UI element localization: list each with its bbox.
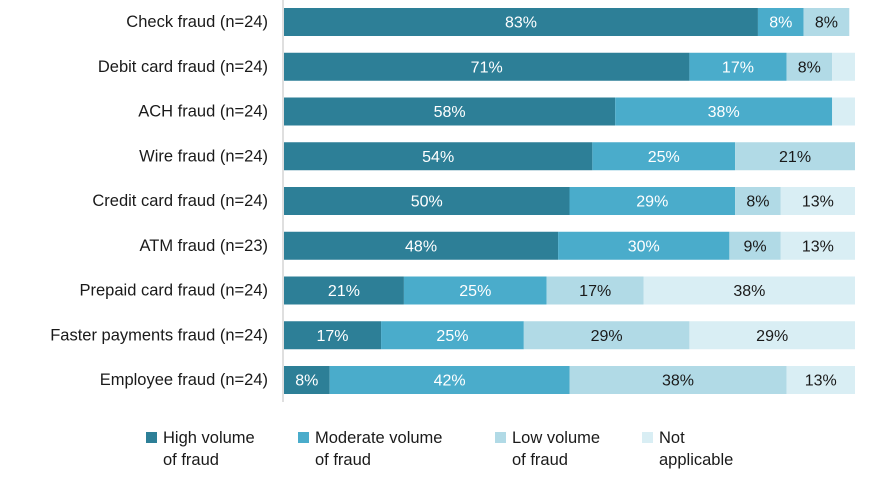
bar-credit-card-fraud-low-volume-of-fraud	[735, 187, 781, 215]
legend-item-low-volume: Low volume of fraud	[495, 427, 600, 471]
bar-employee-fraud-high-volume-of-fraud	[284, 366, 330, 394]
legend-label-not-applicable: Not applicable	[659, 429, 734, 469]
data-label-debit-card-fraud-high-volume-of-fraud: 71%	[471, 59, 503, 76]
data-label-check-fraud-high-volume-of-fraud: 83%	[505, 15, 537, 32]
category-label-employee-fraud: Employee fraud (n=24)	[100, 371, 268, 389]
bar-employee-fraud-not-applicable	[786, 366, 855, 394]
legend-label-low-volume: Low volume of fraud	[512, 429, 601, 469]
data-label-faster-payments-fraud-high-volume-of-fraud: 17%	[317, 328, 349, 345]
category-label-atm-fraud: ATM fraud (n=23)	[139, 237, 268, 255]
category-label-wire-fraud: Wire fraud (n=24)	[139, 147, 268, 165]
data-label-atm-fraud-moderate-volume-of-fraud: 30%	[628, 238, 660, 255]
bar-groups: Check fraud (n=24) 83% 8% 8% Debit card frau…	[50, 8, 855, 394]
data-label-wire-fraud-low-volume-of-fraud: 21%	[779, 149, 811, 166]
bar-prepaid-card-fraud-not-applicable	[643, 276, 855, 305]
bar-atm-fraud-high-volume-of-fraud	[284, 231, 559, 260]
data-label-atm-fraud-not-applicable: 13%	[802, 238, 834, 255]
data-label-ach-fraud-high-volume-of-fraud: 58%	[434, 104, 466, 121]
data-label-faster-payments-fraud-moderate-volume-of-fraud: 25%	[436, 328, 468, 345]
bar-wire-fraud-high-volume-of-fraud	[284, 142, 593, 171]
bar-atm-fraud-moderate-volume-of-fraud	[558, 231, 730, 260]
legend-item-moderate-volume: Moderate volume of fraud	[298, 427, 442, 471]
bar-check-fraud-low-volume-of-fraud	[803, 8, 850, 36]
data-label-credit-card-fraud-low-volume-of-fraud: 8%	[746, 194, 769, 211]
data-label-prepaid-card-fraud-high-volume-of-fraud: 21%	[328, 283, 360, 300]
bar-faster-payments-fraud-high-volume-of-fraud	[284, 321, 382, 350]
data-label-prepaid-card-fraud-moderate-volume-of-fraud: 25%	[459, 283, 491, 300]
bar-prepaid-card-fraud-low-volume-of-fraud	[546, 276, 644, 305]
data-label-ach-fraud-moderate-volume-of-fraud: 38%	[708, 104, 740, 121]
bar-debit-card-fraud-high-volume-of-fraud	[284, 52, 690, 81]
data-label-check-fraud-low-volume-of-fraud: 8%	[815, 15, 838, 32]
data-label-employee-fraud-not-applicable: 13%	[805, 373, 837, 390]
bar-debit-card-fraud-not-applicable	[832, 52, 855, 81]
data-label-credit-card-fraud-high-volume-of-fraud: 50%	[411, 194, 443, 211]
data-label-employee-fraud-low-volume-of-fraud: 38%	[662, 373, 694, 390]
data-label-faster-payments-fraud-not-applicable: 29%	[756, 328, 788, 345]
category-label-credit-card-fraud: Credit card fraud (n=24)	[92, 192, 268, 210]
legend-swatch-not-applicable	[642, 432, 653, 443]
data-label-debit-card-fraud-low-volume-of-fraud: 8%	[798, 59, 821, 76]
bar-atm-fraud-low-volume-of-fraud	[729, 231, 781, 260]
category-label-debit-card-fraud: Debit card fraud (n=24)	[98, 58, 268, 76]
bar-wire-fraud-moderate-volume-of-fraud	[592, 142, 736, 171]
data-label-prepaid-card-fraud-low-volume-of-fraud: 17%	[579, 283, 611, 300]
legend-label-moderate-volume: Moderate volume of fraud	[315, 429, 443, 469]
bar-credit-card-fraud-not-applicable	[780, 187, 855, 215]
data-label-check-fraud-moderate-volume-of-fraud: 8%	[769, 15, 792, 32]
bar-faster-payments-fraud-not-applicable	[689, 321, 855, 350]
legend-item-high-volume: High volume of fraud	[146, 427, 255, 471]
bar-prepaid-card-fraud-moderate-volume-of-fraud	[403, 276, 547, 305]
legend-item-not-applicable: Not applicable	[642, 427, 733, 471]
data-label-prepaid-card-fraud-not-applicable: 38%	[733, 283, 765, 300]
data-label-faster-payments-fraud-low-volume-of-fraud: 29%	[591, 328, 623, 345]
bar-check-fraud-moderate-volume-of-fraud	[757, 8, 804, 36]
legend-label-high-volume: High volume of fraud	[163, 429, 255, 469]
bar-credit-card-fraud-moderate-volume-of-fraud	[569, 187, 736, 215]
legend-swatch-high-volume	[146, 432, 157, 443]
category-label-ach-fraud: ACH fraud (n=24)	[138, 103, 268, 121]
data-label-employee-fraud-high-volume-of-fraud: 8%	[295, 373, 318, 390]
bar-wire-fraud-low-volume-of-fraud	[735, 142, 855, 171]
data-label-wire-fraud-moderate-volume-of-fraud: 25%	[648, 149, 680, 166]
bar-employee-fraud-moderate-volume-of-fraud	[329, 366, 570, 394]
bar-ach-fraud-not-applicable	[832, 97, 855, 126]
legend-swatch-moderate-volume	[298, 432, 309, 443]
bar-faster-payments-fraud-moderate-volume-of-fraud	[381, 321, 524, 350]
bar-atm-fraud-not-applicable	[780, 231, 855, 260]
data-label-credit-card-fraud-not-applicable: 13%	[802, 194, 834, 211]
legend-swatch-low-volume	[495, 432, 506, 443]
bar-employee-fraud-low-volume-of-fraud	[569, 366, 787, 394]
bar-credit-card-fraud-high-volume-of-fraud	[284, 187, 570, 215]
legend: High volume of fraud Moderate volume of …	[0, 427, 882, 487]
data-label-atm-fraud-low-volume-of-fraud: 9%	[744, 238, 767, 255]
data-label-wire-fraud-high-volume-of-fraud: 54%	[422, 149, 454, 166]
category-label-prepaid-card-fraud: Prepaid card fraud (n=24)	[80, 282, 269, 300]
category-label-check-fraud: Check fraud (n=24)	[126, 13, 268, 31]
bar-check-fraud-high-volume-of-fraud	[284, 8, 758, 36]
bar-debit-card-fraud-low-volume-of-fraud	[786, 52, 833, 81]
data-label-debit-card-fraud-moderate-volume-of-fraud: 17%	[722, 59, 754, 76]
bar-ach-fraud-high-volume-of-fraud	[284, 97, 616, 126]
bar-debit-card-fraud-moderate-volume-of-fraud	[689, 52, 787, 81]
bar-prepaid-card-fraud-high-volume-of-fraud	[284, 276, 404, 305]
bar-ach-fraud-moderate-volume-of-fraud	[615, 97, 833, 126]
data-label-employee-fraud-moderate-volume-of-fraud: 42%	[434, 373, 466, 390]
bar-faster-payments-fraud-low-volume-of-fraud	[523, 321, 690, 350]
data-label-atm-fraud-high-volume-of-fraud: 48%	[405, 238, 437, 255]
data-label-credit-card-fraud-moderate-volume-of-fraud: 29%	[636, 194, 668, 211]
category-label-faster-payments-fraud: Faster payments fraud (n=24)	[50, 326, 268, 344]
